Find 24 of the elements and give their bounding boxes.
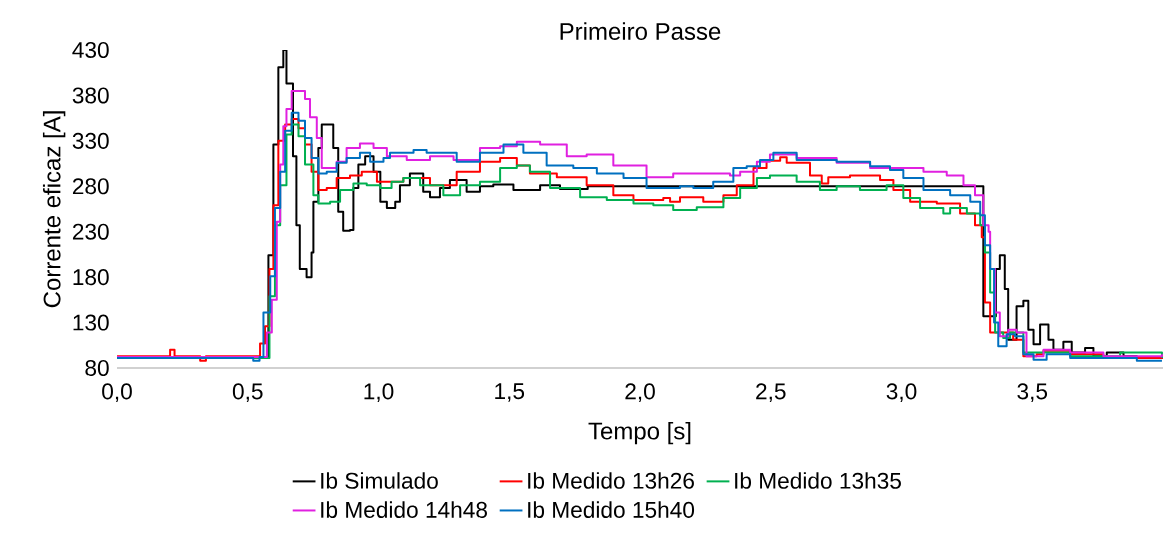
y-tick-label: 80 — [85, 359, 109, 377]
y-axis-title: Corrente eficaz [A] — [42, 111, 66, 308]
legend-label: Ib Medido 14h48 — [321, 501, 487, 518]
legend-label: Ib Medido 13h26 — [528, 472, 694, 489]
x-tick-label: 3,5 — [1017, 383, 1048, 403]
x-tick-label: 0,0 — [102, 383, 132, 403]
y-tick-label: 330 — [72, 132, 109, 149]
x-tick-label: 0,5 — [232, 383, 263, 403]
y-tick-label: 230 — [72, 223, 109, 240]
x-axis-title: Tempo [s] — [588, 421, 691, 445]
legend-label: Ib Medido 13h35 — [735, 472, 901, 489]
x-tick-label: 2,5 — [756, 383, 786, 403]
x-tick-label: 1,0 — [364, 383, 394, 403]
y-tick-label: 280 — [72, 178, 109, 195]
legend-label: Ib Simulado — [321, 472, 438, 489]
x-tick-label: 2,0 — [625, 383, 655, 403]
y-tick-label: 430 — [72, 41, 109, 59]
chart-title: Primeiro Passe — [560, 22, 721, 40]
x-tick-label: 1,5 — [495, 383, 525, 402]
legend-label: Ib Medido 15h40 — [528, 501, 695, 518]
y-tick-label: 130 — [73, 314, 109, 331]
x-tick-label: 3,0 — [886, 383, 917, 403]
y-tick-label: 380 — [72, 87, 109, 104]
y-tick-label: 180 — [73, 269, 109, 286]
